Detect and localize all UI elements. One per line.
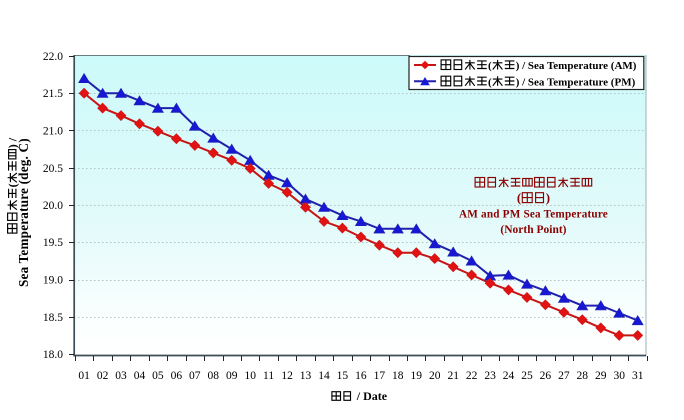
- svg-text:18.5: 18.5: [43, 312, 63, 324]
- svg-text:09: 09: [226, 370, 238, 382]
- svg-text:) / Sea Temperature (PM): ) / Sea Temperature (PM): [516, 76, 636, 88]
- svg-text:21: 21: [447, 370, 459, 382]
- svg-text:19.0: 19.0: [43, 275, 63, 287]
- svg-text:29: 29: [595, 370, 607, 382]
- svg-text:AM and PM Sea Temperature: AM and PM Sea Temperature: [459, 209, 608, 221]
- svg-text:22: 22: [466, 370, 478, 382]
- svg-text:23: 23: [484, 370, 496, 382]
- svg-text:): ): [546, 190, 550, 205]
- svg-text:(: (: [517, 190, 521, 205]
- svg-text:28: 28: [577, 370, 589, 382]
- svg-text:03: 03: [115, 370, 127, 382]
- svg-text:20.0: 20.0: [43, 200, 63, 212]
- svg-text:22.0: 22.0: [43, 51, 63, 63]
- svg-text:20: 20: [429, 370, 441, 382]
- svg-text:(: (: [488, 60, 492, 72]
- svg-text:21.5: 21.5: [43, 88, 63, 100]
- svg-text:06: 06: [171, 370, 183, 382]
- svg-text:27: 27: [558, 370, 570, 382]
- svg-text:31: 31: [632, 370, 644, 382]
- svg-text:07: 07: [189, 370, 201, 382]
- svg-text:19: 19: [411, 370, 423, 382]
- svg-text:04: 04: [134, 370, 146, 382]
- svg-text:24: 24: [503, 370, 515, 382]
- svg-text:26: 26: [540, 370, 552, 382]
- svg-text:15: 15: [337, 370, 349, 382]
- svg-text:(: (: [6, 183, 20, 187]
- svg-text:08: 08: [208, 370, 220, 382]
- svg-text:20.5: 20.5: [43, 163, 63, 175]
- svg-text:(: (: [488, 76, 492, 88]
- svg-text:30: 30: [613, 370, 625, 382]
- svg-text:Sea Temperature (deg. C): Sea Temperature (deg. C): [16, 138, 31, 287]
- svg-text:02: 02: [97, 370, 109, 382]
- svg-text:25: 25: [521, 370, 533, 382]
- svg-text:14: 14: [318, 370, 330, 382]
- svg-text:11: 11: [263, 370, 274, 382]
- svg-text:/ Date: / Date: [356, 389, 388, 403]
- svg-text:21.0: 21.0: [43, 126, 63, 138]
- svg-text:(North Point): (North Point): [500, 224, 566, 236]
- svg-text:18: 18: [392, 370, 404, 382]
- svg-text:13: 13: [300, 370, 312, 382]
- svg-text:) / Sea Temperature (AM): ) / Sea Temperature (AM): [516, 60, 637, 72]
- svg-text:19.5: 19.5: [43, 237, 63, 249]
- svg-text:) /: ) /: [6, 137, 20, 148]
- svg-text:17: 17: [374, 370, 386, 382]
- svg-text:12: 12: [281, 370, 293, 382]
- svg-text:16: 16: [355, 370, 367, 382]
- svg-text:05: 05: [152, 370, 164, 382]
- svg-text:18.0: 18.0: [43, 349, 63, 361]
- svg-text:01: 01: [78, 370, 90, 382]
- svg-text:10: 10: [244, 370, 256, 382]
